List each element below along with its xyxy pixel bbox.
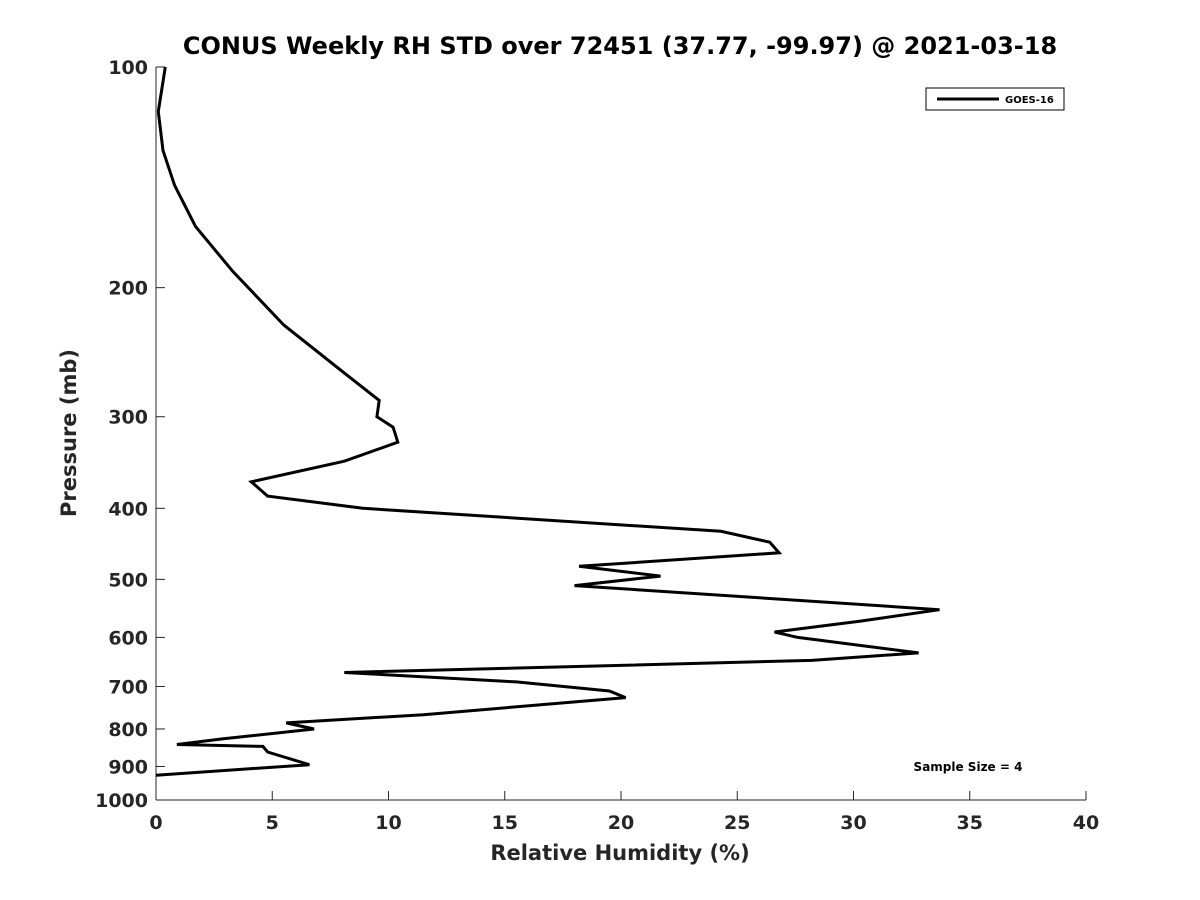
y-tick-label-700: 700 xyxy=(108,676,148,698)
sample-size-annotation: Sample Size = 4 xyxy=(914,760,1023,774)
y-tick-label-300: 300 xyxy=(108,407,148,429)
x-tick-label-5: 5 xyxy=(266,812,279,834)
x-axis-label: Relative Humidity (%) xyxy=(490,841,749,865)
series-line-goes-16 xyxy=(155,66,940,777)
y-tick-label-100: 100 xyxy=(108,57,148,79)
y-tick-label-500: 500 xyxy=(108,569,148,591)
y-tick-label-200: 200 xyxy=(108,278,148,300)
y-tick-label-600: 600 xyxy=(108,627,148,649)
legend: GOES-16 xyxy=(925,87,1065,111)
x-tick-label-0: 0 xyxy=(149,812,162,834)
legend-label-goes-16: GOES-16 xyxy=(1005,95,1054,106)
x-tick-label-40: 40 xyxy=(1073,812,1099,834)
x-tick-label-20: 20 xyxy=(608,812,634,834)
plot-area: 0 5 10 15 20 25 30 35 40 100 200 300 400 500 600 700 800… xyxy=(95,57,1099,834)
y-tick-label-900: 900 xyxy=(108,756,148,778)
y-tick-label-1000: 1000 xyxy=(95,790,148,812)
x-tick-label-15: 15 xyxy=(492,812,518,834)
y-tick-label-400: 400 xyxy=(108,498,148,520)
x-tick-label-25: 25 xyxy=(724,812,750,834)
chart-title: CONUS Weekly RH STD over 72451 (37.77, -… xyxy=(183,32,1057,60)
y-tick-label-800: 800 xyxy=(108,719,148,741)
x-tick-label-10: 10 xyxy=(375,812,401,834)
x-tick-label-30: 30 xyxy=(840,812,866,834)
y-axis-label: Pressure (mb) xyxy=(57,349,81,517)
x-tick-label-35: 35 xyxy=(957,812,983,834)
